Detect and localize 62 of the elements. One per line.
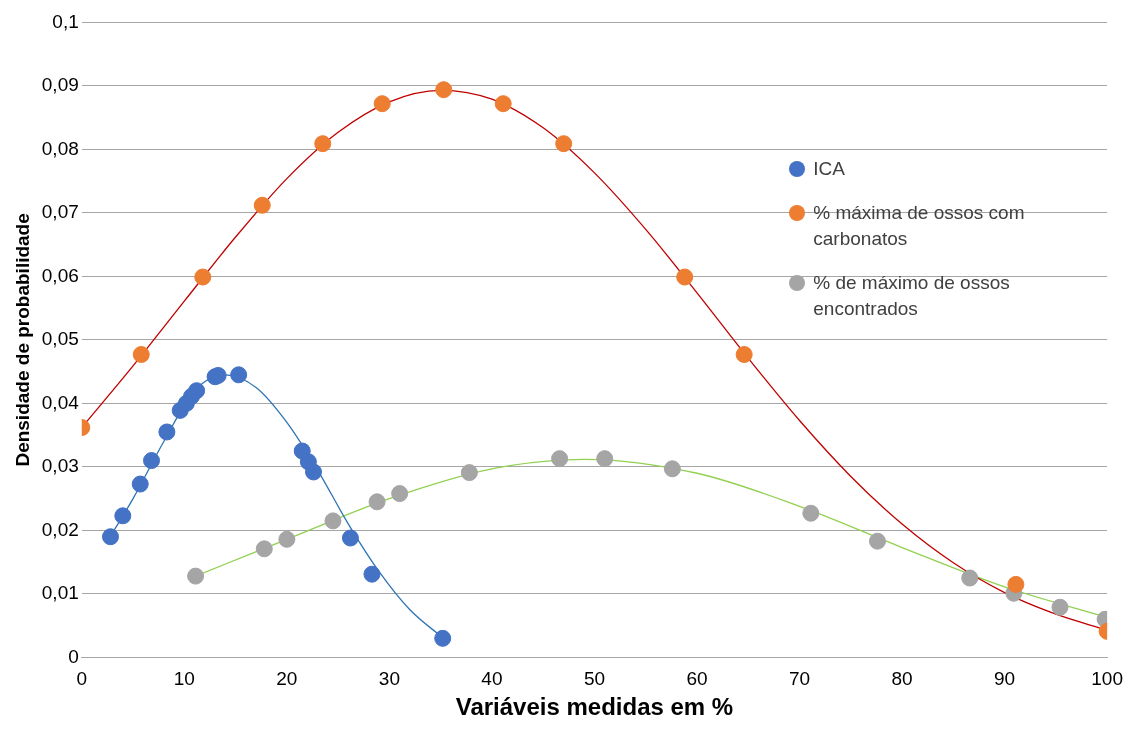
x-tick-label: 90	[994, 668, 1016, 690]
point	[132, 346, 150, 364]
y-tick-label: 0,01	[41, 582, 79, 604]
y-tick-label: 0,07	[41, 201, 79, 223]
point	[253, 196, 271, 214]
point	[460, 464, 478, 482]
point	[305, 463, 323, 481]
y-tick-label: 0,1	[52, 10, 79, 32]
point	[596, 450, 614, 468]
legend-label: ICA	[813, 156, 845, 181]
y-tick-label: 0,03	[41, 455, 79, 477]
legend-label: % de máximo de ossos encontrados	[813, 270, 1011, 321]
point	[676, 268, 694, 286]
point	[961, 569, 979, 587]
y-tick-label: 0,02	[41, 518, 79, 540]
point	[363, 565, 381, 583]
point	[324, 512, 342, 530]
point	[341, 529, 359, 547]
legend-label: % máxima de ossos com carbonatos	[813, 200, 1026, 251]
x-tick-label: 10	[173, 668, 195, 690]
x-tick-label: 30	[378, 668, 400, 690]
point	[435, 81, 453, 99]
point	[802, 504, 820, 522]
x-tick-label: 100	[1091, 668, 1123, 690]
point	[868, 532, 886, 550]
point	[194, 268, 212, 286]
x-tick-label: 50	[583, 668, 606, 690]
y-tick-label: 0,05	[41, 328, 79, 350]
y-tick-label: 0,04	[41, 391, 80, 413]
point	[663, 460, 681, 478]
y-tick-label: 0,06	[41, 264, 79, 286]
point	[143, 452, 161, 470]
point	[368, 493, 386, 511]
x-tick-label: 70	[788, 668, 811, 690]
x-axis-title: Variáveis medidas em %	[455, 693, 734, 721]
y-tick-label: 0,08	[41, 137, 79, 159]
point	[114, 507, 132, 525]
point	[555, 135, 573, 153]
point	[131, 475, 149, 493]
y-tick-label: 0,09	[41, 74, 79, 96]
point	[188, 382, 206, 400]
point	[735, 346, 753, 364]
point	[494, 95, 512, 113]
point	[101, 528, 119, 546]
y-axis-title: Densidade de probabilidade	[11, 213, 33, 467]
point	[278, 530, 296, 548]
point	[1007, 575, 1025, 593]
point	[434, 629, 452, 647]
point	[391, 485, 409, 503]
point	[1051, 598, 1069, 616]
x-tick-label: 40	[481, 668, 503, 690]
y-tick-label: 0	[68, 645, 79, 667]
point	[314, 135, 332, 153]
point	[187, 567, 205, 585]
point	[255, 540, 273, 558]
point	[230, 366, 248, 384]
x-tick-label: 20	[276, 668, 298, 690]
point	[158, 423, 176, 441]
point	[551, 450, 569, 468]
x-tick-label: 80	[891, 668, 913, 690]
x-tick-label: 60	[686, 668, 708, 690]
point	[373, 95, 391, 113]
